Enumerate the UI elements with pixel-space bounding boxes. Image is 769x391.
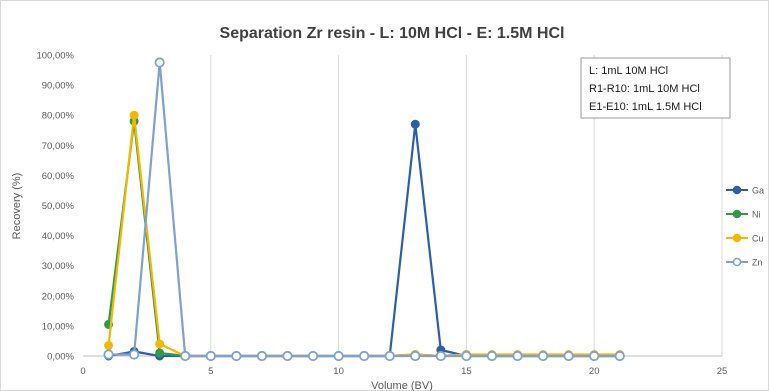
legend-marker-zn — [732, 257, 742, 267]
legend-label-zn: Zn — [752, 258, 763, 268]
data-point-zn — [180, 350, 191, 362]
data-point-ni — [155, 348, 165, 358]
y-tick-label: 90,00% — [42, 81, 75, 92]
y-axis-tick-labels: 0,00% 10,00% 20,00% 30,00% 40,00% 50,00% 60,00… — [36, 51, 74, 363]
y-tick-label: 20,00% — [42, 291, 75, 302]
data-point-zn — [154, 57, 165, 68]
x-axis-title: Volume (BV) — [371, 380, 433, 391]
legend-marker-ga — [732, 185, 742, 195]
data-point-zn — [359, 350, 370, 362]
data-point-ga — [410, 119, 420, 129]
y-tick-label: 60,00% — [42, 171, 75, 182]
data-point-zn — [103, 349, 114, 360]
legend: Ga Ni Cu Zn — [726, 186, 764, 268]
data-point-cu — [129, 110, 139, 120]
annotation-line-elution: E1-E10: 1mL 1.5M HCl — [589, 101, 702, 113]
data-point-zn — [512, 350, 523, 362]
data-point-zn — [486, 350, 498, 362]
annotation-line-rinse: R1-R10: 1mL 10M HCl — [589, 83, 700, 95]
y-axis-title: Recovery (%) — [11, 173, 23, 240]
data-point-zn — [256, 350, 268, 362]
chart-title: Separation Zr resin - L: 10M HCl - E: 1.… — [220, 25, 565, 42]
annotation-box: L: 1mL 10M HCl R1-R10: 1mL 10M HCl E1-E1… — [580, 57, 731, 119]
y-tick-label: 0,00% — [47, 352, 74, 363]
y-tick-label: 70,00% — [42, 141, 75, 152]
data-point-zn — [435, 350, 446, 362]
y-tick-label: 50,00% — [42, 201, 75, 212]
data-point-zn — [614, 350, 625, 362]
data-point-zn — [333, 350, 344, 362]
legend-marker-ni — [732, 209, 742, 219]
y-tick-label: 30,00% — [42, 261, 75, 272]
annotation-line-load: L: 1mL 10M HCl — [589, 65, 668, 77]
y-tick-label: 10,00% — [42, 321, 75, 332]
legend-label-ni: Ni — [752, 210, 761, 220]
y-tick-label: 80,00% — [42, 111, 75, 122]
data-point-zn — [461, 350, 472, 362]
data-point-zn — [384, 350, 395, 362]
data-point-zn — [205, 350, 216, 362]
x-tick-label: 5 — [208, 366, 213, 377]
data-point-zn — [563, 350, 574, 362]
series-zn — [103, 57, 625, 362]
data-point-zn — [589, 350, 600, 362]
x-tick-label: 0 — [80, 366, 85, 377]
annotation-frame — [580, 57, 731, 119]
data-point-zn — [231, 350, 242, 362]
data-point-cu — [104, 340, 114, 350]
legend-label-ga: Ga — [752, 186, 764, 196]
data-point-zn — [537, 350, 549, 362]
data-point-zn — [129, 349, 140, 360]
y-tick-label: 100,00% — [36, 51, 74, 62]
data-series — [103, 57, 625, 362]
data-point-zn — [282, 350, 293, 362]
x-tick-label: 20 — [589, 366, 600, 377]
data-point-zn — [307, 350, 319, 362]
data-point-cu — [155, 339, 165, 349]
y-tick-label: 40,00% — [42, 231, 75, 242]
x-tick-label: 15 — [461, 366, 472, 377]
legend-label-cu: Cu — [752, 234, 764, 244]
x-tick-label: 25 — [717, 366, 728, 377]
x-axis-tick-labels: 0 5 10 15 20 25 — [80, 366, 727, 377]
legend-marker-cu — [732, 233, 742, 243]
x-tick-label: 10 — [333, 366, 344, 377]
data-point-zn — [410, 350, 421, 362]
